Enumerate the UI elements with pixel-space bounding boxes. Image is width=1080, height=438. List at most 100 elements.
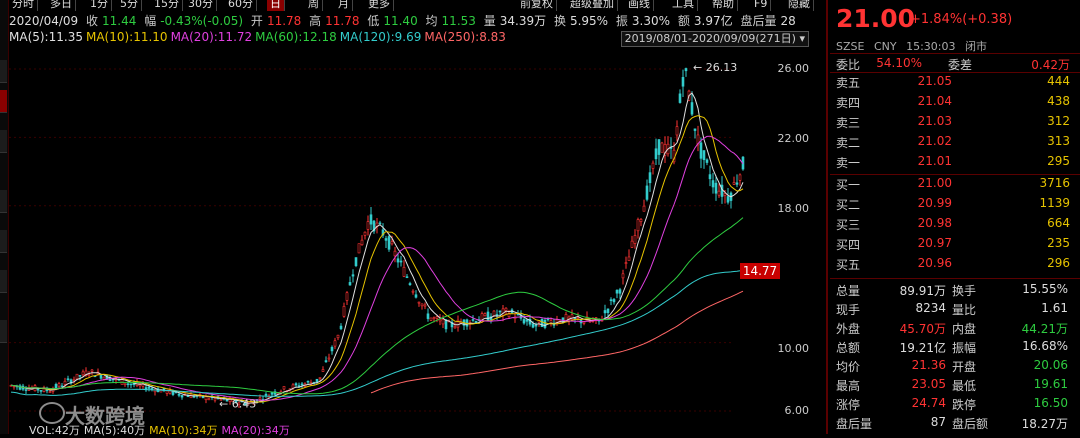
- candle-body: [180, 395, 184, 398]
- watermark-logo-icon: [39, 402, 65, 424]
- ma-legend-item: MA(5):11.35: [9, 30, 83, 44]
- candle-body: [522, 319, 526, 324]
- candle-body: [372, 220, 376, 232]
- stat-row: 外盘 45.70万 内盘 44.21万: [830, 320, 1080, 339]
- side-tab[interactable]: [0, 190, 7, 213]
- stat-row: 均价 21.36 开盘 20.06: [830, 358, 1080, 377]
- quote-meta-row: SZSE CNY 15:30:03 闭市: [836, 38, 993, 54]
- toolbar-item-2[interactable]: 画线: [625, 0, 654, 11]
- toolbar-item-6[interactable]: 隐藏: [785, 0, 814, 11]
- date-range-selector[interactable]: 2019/08/01-2020/09/09(271日) ▾: [620, 31, 809, 47]
- tab-1[interactable]: 多日: [47, 0, 76, 11]
- toolbar-item-1[interactable]: 超级叠加: [567, 0, 618, 11]
- candle-body: [435, 316, 439, 319]
- candle-body: [387, 236, 391, 250]
- tab-5[interactable]: 30分: [185, 0, 217, 11]
- candle-body: [345, 292, 349, 301]
- asks-price: 21.04: [917, 94, 952, 108]
- tab-8[interactable]: 周: [305, 0, 323, 11]
- candle-body: [339, 325, 343, 330]
- stat-row: 最高 23.05 最低 19.61: [830, 377, 1080, 396]
- candle-body: [606, 308, 610, 313]
- candle-body: [324, 360, 328, 363]
- tab-10[interactable]: 更多: [365, 0, 394, 11]
- stat-label: 外盘: [836, 322, 861, 336]
- bids-label: 买三: [836, 218, 861, 232]
- candle-body: [396, 258, 400, 263]
- tab-4[interactable]: 15分: [151, 0, 183, 11]
- candle-body: [351, 274, 355, 277]
- ma-line: [10, 135, 744, 401]
- side-tab[interactable]: [0, 270, 7, 293]
- candle-body: [219, 398, 223, 401]
- toolbar-item-5[interactable]: F9: [751, 0, 772, 11]
- side-tab[interactable]: [0, 130, 7, 153]
- candle-body: [150, 388, 154, 390]
- side-tab[interactable]: [0, 320, 7, 343]
- candle-body: [453, 326, 457, 329]
- candle-body: [492, 310, 496, 317]
- info-amount-label: 额: [677, 14, 690, 28]
- period-tabs: 分时 多日 1分 5分 15分 30分 60分日 周 月 更多 前复权 超级叠加 画线 工具 帮助 F9 隐藏: [9, 0, 825, 14]
- info-open: 11.78: [266, 14, 302, 28]
- tab-9[interactable]: 月: [335, 0, 353, 11]
- info-high: 11.78: [325, 14, 360, 28]
- stat-value: 19.21亿: [899, 341, 946, 355]
- stat-label: 振幅: [952, 341, 977, 355]
- asks-label: 卖二: [836, 136, 861, 150]
- current-price-marker: 14.77: [740, 263, 780, 279]
- candle-body: [675, 126, 679, 136]
- candle-body: [264, 393, 268, 396]
- candle-body: [708, 174, 712, 180]
- candle-body: [543, 319, 547, 328]
- candle-body: [534, 324, 538, 327]
- side-tab-active[interactable]: [0, 90, 7, 113]
- volume-legend-row: VOL:42万 MA(5):40万 MA(10):34万 MA(20):34万: [29, 422, 294, 438]
- candle-body: [66, 378, 70, 381]
- tab-0[interactable]: 分时: [9, 0, 38, 11]
- bids-label: 买一: [836, 178, 861, 192]
- candle-body: [705, 159, 709, 163]
- candlestick-plot[interactable]: ← 26.13 ← 6.43: [9, 50, 789, 422]
- last-price: 21.00: [836, 4, 916, 33]
- tab-6[interactable]: 60分: [225, 0, 257, 11]
- candle-body: [294, 383, 298, 386]
- candle-body: [147, 386, 151, 389]
- candle-body: [690, 102, 694, 115]
- candle-body: [426, 313, 430, 319]
- candle-body: [390, 241, 394, 245]
- stat-row: 现手 8234 量比 1.61: [830, 301, 1080, 320]
- asks-price: 21.03: [917, 114, 952, 128]
- candle-body: [282, 386, 286, 390]
- toolbar-item-4[interactable]: 帮助: [709, 0, 738, 11]
- ratio-label: 委比: [836, 58, 861, 72]
- candle-body: [645, 185, 649, 200]
- asks-volume: 312: [1047, 114, 1070, 128]
- candle-body: [78, 375, 82, 377]
- stat-value: 45.70万: [899, 322, 946, 336]
- tab-3[interactable]: 5分: [117, 0, 142, 11]
- tab-7[interactable]: 日: [267, 0, 285, 11]
- toolbar-item-0[interactable]: 前复权: [517, 0, 557, 11]
- toolbar-item-3[interactable]: 工具: [669, 0, 698, 11]
- candle-body: [723, 193, 727, 196]
- candle-body: [69, 379, 73, 384]
- exchange: SZSE: [836, 40, 865, 53]
- info-low: 11.40: [383, 14, 418, 28]
- tab-2[interactable]: 1分: [87, 0, 112, 11]
- candle-body: [651, 162, 655, 169]
- side-tab[interactable]: [0, 60, 7, 83]
- bids-label: 买二: [836, 198, 861, 212]
- panel-divider: [826, 0, 828, 434]
- candle-body: [432, 317, 436, 319]
- candle-body: [411, 290, 415, 293]
- candle-body: [369, 214, 373, 225]
- candle-body: [348, 282, 352, 286]
- chevron-down-icon: ▾: [799, 32, 805, 45]
- candle-body: [336, 334, 340, 339]
- candle-body: [624, 262, 628, 264]
- side-tab[interactable]: [0, 230, 7, 253]
- candle-body: [327, 357, 331, 360]
- candle-body: [357, 243, 361, 254]
- candle-body: [702, 150, 706, 161]
